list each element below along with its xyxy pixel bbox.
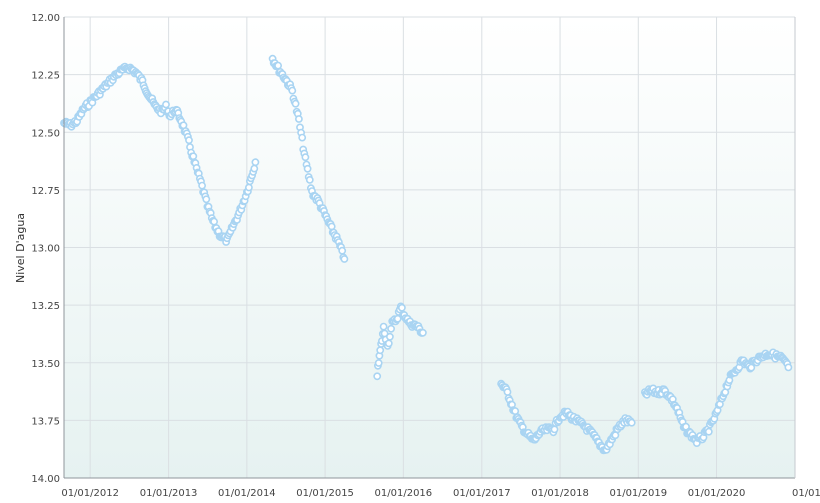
y-tick-label: 12.50 [31,128,60,139]
data-point [373,372,382,381]
data-point [385,332,394,341]
data-point [376,346,385,355]
x-tick-label: 01/01/2016 [375,488,433,499]
x-tick-label: 01/01/2013 [140,488,198,499]
x-tick-label: 01/01/2019 [609,488,667,499]
data-point [301,153,310,162]
data-point [511,407,520,415]
data-points [60,54,793,455]
x-tick-label: 01/01/ [792,488,820,499]
data-point [250,164,259,173]
y-tick-label: 13.50 [31,359,60,370]
x-tick-label: 01/01/2015 [296,488,354,499]
data-point [340,255,349,263]
x-tick-label: 01/01/2017 [453,488,511,499]
data-point [298,133,307,142]
x-tick-label: 01/01/2018 [531,488,589,499]
data-point [162,100,170,109]
axes [63,17,796,479]
data-point [198,181,206,190]
data-point [503,388,512,396]
x-tick-label: 01/01/2020 [688,488,746,499]
x-tick-label: 01/01/2014 [218,488,276,499]
data-point [784,363,793,372]
data-point [291,99,300,108]
data-point [393,314,402,323]
data-point [294,115,303,123]
data-point [288,86,297,95]
data-point [397,303,406,312]
y-tick-label: 13.75 [31,416,60,427]
y-tick-label: 14.00 [31,474,60,485]
y-tick-label: 13.25 [31,301,60,312]
data-point [704,427,713,436]
y-axis-label: Nivel D'agua [14,213,27,283]
x-tick-labels: 01/01/2012 01/01/2013 01/01/2014 01/01/2015… [61,488,820,499]
data-point [185,136,193,145]
data-point [338,246,347,255]
y-tick-label: 12.25 [31,71,60,82]
data-point [210,217,218,226]
data-point [251,158,260,167]
data-point [305,175,314,184]
data-point [550,425,559,434]
data-point [384,339,393,348]
y-tick-labels: 12.00 12.25 12.50 12.75 13.00 13.25 13.50 13.75… [31,13,60,485]
data-point [244,183,253,192]
data-point [374,359,383,367]
data-point [627,418,636,427]
data-point [379,322,388,331]
data-point [202,195,211,204]
data-point [387,324,395,333]
x-tick-label: 01/01/2012 [61,488,119,499]
data-point [274,61,282,70]
y-tick-label: 12.00 [31,13,60,24]
y-tick-label: 13.00 [31,244,60,255]
y-tick-label: 12.75 [31,186,60,197]
data-point [303,164,312,173]
data-point [418,328,427,337]
